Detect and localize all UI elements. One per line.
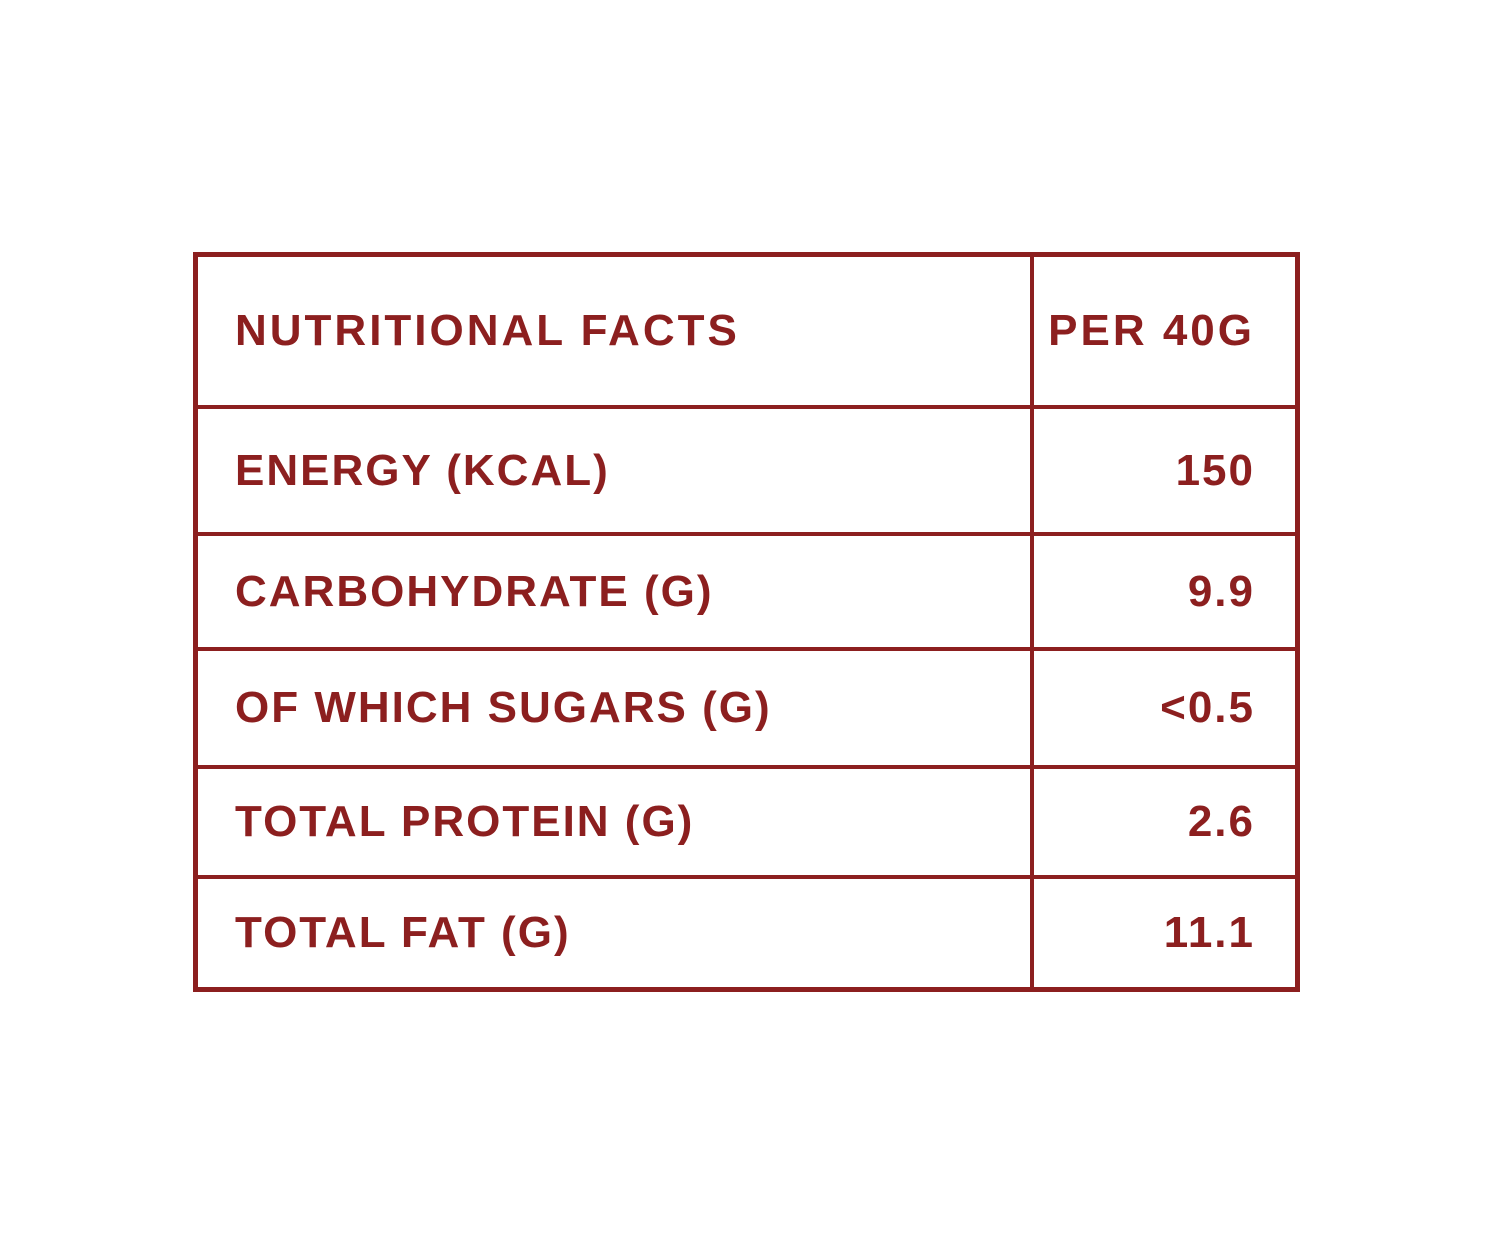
row-protein-value: 2.6 — [1030, 765, 1295, 875]
table-header-serving: PER 40G — [1030, 257, 1295, 405]
row-sugars-value: <0.5 — [1030, 647, 1295, 765]
row-sugars-label: OF WHICH SUGARS (G) — [198, 647, 1030, 765]
table-header-name: NUTRITIONAL FACTS — [235, 306, 740, 355]
row-carbohydrate-label: CARBOHYDRATE (G) — [198, 532, 1030, 647]
row-protein-label: TOTAL PROTEIN (G) — [198, 765, 1030, 875]
row-fat-value: 11.1 — [1030, 875, 1295, 987]
row-carbohydrate-value: 9.9 — [1030, 532, 1295, 647]
row-energy-label: ENERGY (KCAL) — [198, 405, 1030, 532]
row-fat-label: TOTAL FAT (G) — [198, 875, 1030, 987]
row-energy-value: 150 — [1030, 405, 1295, 532]
nutrition-facts-table: NUTRITIONAL FACTS PER 40G ENERGY (KCAL) … — [193, 252, 1300, 992]
